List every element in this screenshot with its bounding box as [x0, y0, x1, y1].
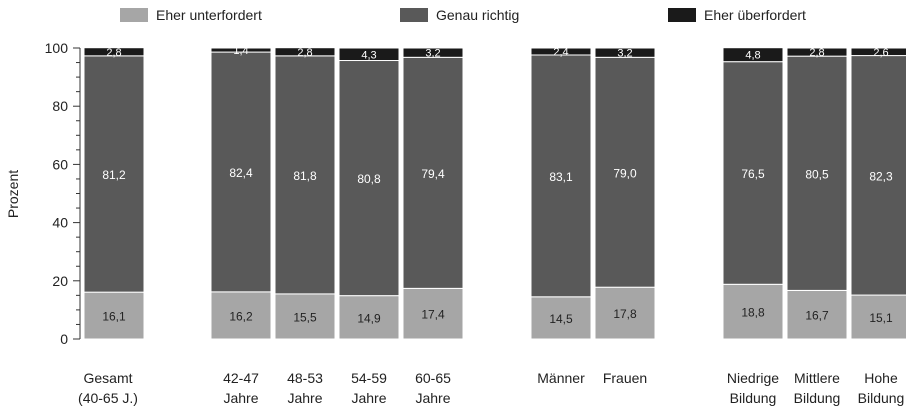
data-label: 15,5	[293, 310, 317, 324]
bar-segment	[850, 294, 906, 340]
bar-segment	[594, 286, 656, 340]
data-label: 81,2	[102, 168, 126, 182]
legend: Eher unterfordert Genau richtig Eher überf…	[120, 7, 806, 23]
bar-segment	[850, 47, 906, 57]
x-tick-label: Jahre	[415, 390, 450, 406]
x-tick-label: 60-65	[415, 370, 451, 386]
y-tick-label: 40	[52, 215, 68, 231]
legend-swatch-1	[120, 8, 148, 22]
data-label: 81,8	[293, 169, 317, 183]
bar-segment	[722, 47, 784, 63]
data-label: 82,3	[869, 169, 893, 183]
x-tick-label: Mittlere	[794, 370, 840, 386]
bar-segment	[530, 47, 592, 56]
data-label: 4,3	[361, 49, 376, 61]
bar-segment	[338, 295, 400, 340]
data-label: 1,4	[233, 45, 248, 57]
data-label: 79,4	[421, 167, 445, 181]
bar-segment	[83, 55, 145, 293]
data-label: 2,8	[106, 47, 121, 59]
bars	[83, 47, 906, 340]
bar-segment	[338, 47, 400, 62]
x-tick-label: Gesamt	[83, 370, 132, 386]
data-label: 4,8	[745, 50, 760, 62]
x-tick-label: 42-47	[223, 370, 259, 386]
data-label: 14,9	[357, 311, 381, 325]
bar-segment	[402, 56, 464, 289]
bar-segment	[786, 55, 848, 291]
x-axis-labels: Gesamt (40-65 J.) 42-47 Jahre 48-53 Jahre 54-5…	[78, 370, 904, 406]
x-tick-label: 54-59	[351, 370, 387, 386]
x-tick-label: (40-65 J.)	[78, 390, 138, 406]
data-label: 18,8	[741, 306, 765, 320]
data-label: 79,0	[613, 166, 637, 180]
bar-segment	[83, 291, 145, 340]
data-label: 2,8	[297, 47, 312, 59]
bar-segment	[83, 47, 145, 57]
bar-segment	[786, 289, 848, 340]
bar-segment	[722, 61, 784, 285]
bar-segment	[786, 47, 848, 57]
data-label: 16,1	[102, 310, 126, 324]
bar-segment	[594, 56, 656, 288]
legend-label-2: Genau richtig	[436, 7, 519, 23]
legend-label-1: Eher unterfordert	[156, 7, 262, 23]
bar-segment	[210, 291, 272, 340]
legend-swatch-2	[400, 8, 428, 22]
bar-segment	[530, 54, 592, 298]
bar-segment	[210, 47, 272, 53]
data-label: 2,6	[873, 47, 888, 59]
bar-segment	[402, 287, 464, 340]
data-label: 2,4	[553, 46, 568, 58]
x-tick-label: Bildung	[730, 390, 777, 406]
x-tick-label: Jahre	[287, 390, 322, 406]
bar-segment	[530, 296, 592, 340]
x-tick-label: Jahre	[351, 390, 386, 406]
x-tick-label: Hohe	[864, 370, 898, 386]
data-label: 16,2	[229, 309, 253, 323]
bar-segment	[274, 55, 336, 295]
bar-segment	[850, 55, 906, 296]
bar-segment	[722, 283, 784, 340]
data-label: 83,1	[549, 170, 573, 184]
bar-segment	[274, 47, 336, 57]
data-label: 80,8	[357, 172, 381, 186]
bar-segment	[402, 47, 464, 58]
data-label: 17,4	[421, 308, 445, 322]
x-tick-label: Frauen	[603, 370, 647, 386]
y-tick-label: 0	[60, 331, 68, 347]
data-label: 80,5	[805, 167, 829, 181]
data-label: 14,5	[549, 312, 573, 326]
y-tick-label: 20	[52, 273, 68, 289]
y-tick-label: 60	[52, 156, 68, 172]
bar-segment	[210, 51, 272, 293]
data-labels: 16,1 81,2 2,8 16,2 82,4 1,4 15,5 81,8 2,8 14,9 80,…	[102, 45, 893, 326]
data-label: 16,7	[805, 309, 829, 323]
data-label: 2,8	[809, 47, 824, 59]
y-axis: 0 20 40 60 80 100	[45, 40, 81, 347]
x-tick-label: Bildung	[794, 390, 841, 406]
x-tick-label: Niedrige	[727, 370, 779, 386]
x-tick-label: 48-53	[287, 370, 323, 386]
data-label: 76,5	[741, 167, 765, 181]
x-tick-label: Jahre	[223, 390, 258, 406]
y-tick-label: 80	[52, 98, 68, 114]
data-label: 82,4	[229, 166, 253, 180]
data-label: 15,1	[869, 311, 893, 325]
y-axis-title: Prozent	[5, 170, 21, 218]
x-tick-label: Männer	[537, 370, 585, 386]
bar-segment	[594, 47, 656, 58]
data-label: 3,2	[425, 48, 440, 60]
legend-label-3: Eher überfordert	[704, 7, 806, 23]
data-label: 3,2	[617, 48, 632, 60]
y-tick-label: 100	[45, 40, 69, 56]
data-label: 17,8	[613, 307, 637, 321]
bar-segment	[274, 293, 336, 340]
bar-segment	[338, 60, 400, 297]
legend-swatch-3	[668, 8, 696, 22]
x-tick-label: Bildung	[858, 390, 905, 406]
